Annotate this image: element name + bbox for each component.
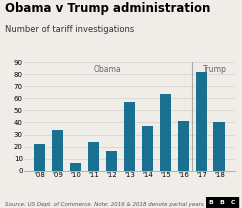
Bar xyxy=(34,144,45,171)
Bar xyxy=(178,121,189,171)
Bar xyxy=(206,197,216,207)
Text: Obama: Obama xyxy=(94,65,122,74)
Text: Obama v Trump administration: Obama v Trump administration xyxy=(5,2,210,15)
Bar xyxy=(159,94,171,171)
Bar xyxy=(213,123,225,171)
Text: Number of tariff investigations: Number of tariff investigations xyxy=(5,25,134,34)
Text: B: B xyxy=(219,200,224,205)
Bar xyxy=(196,72,207,171)
Bar xyxy=(106,151,117,171)
Text: Trump: Trump xyxy=(203,65,227,74)
Bar xyxy=(70,163,81,171)
Bar xyxy=(217,197,227,207)
Bar xyxy=(124,102,135,171)
Bar xyxy=(228,197,238,207)
Text: Source: US Dept. of Commerce. Note: 2016 & 2018 denote partial years: Source: US Dept. of Commerce. Note: 2016… xyxy=(5,202,204,207)
Bar xyxy=(88,142,99,171)
Bar xyxy=(142,126,153,171)
Text: B: B xyxy=(208,200,213,205)
Text: C: C xyxy=(231,200,235,205)
Bar xyxy=(52,130,63,171)
